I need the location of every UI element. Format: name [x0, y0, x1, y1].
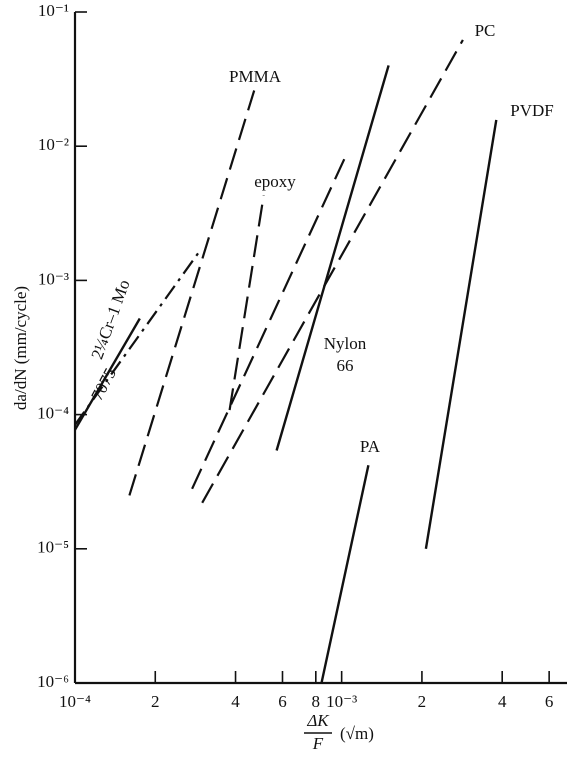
x-label-denominator: F: [312, 734, 324, 753]
series-label: PC: [475, 21, 496, 40]
series-label: epoxy: [254, 172, 296, 191]
series-label: PA: [360, 437, 381, 456]
series-line: [73, 317, 141, 431]
x-label-numerator: ΔK: [306, 711, 330, 730]
series-line: [320, 464, 370, 684]
y-tick-label: 10⁻¹: [38, 1, 69, 20]
x-tick-label: 6: [545, 692, 554, 711]
x-label-unit: (√m): [340, 724, 374, 743]
y-tick-label: 10⁻⁶: [37, 672, 69, 691]
x-tick-label: 2: [151, 692, 160, 711]
series-line: [191, 154, 348, 490]
series-label: PMMA: [229, 67, 282, 86]
series-line: [201, 39, 464, 504]
series-line: [128, 90, 256, 496]
y-axis-label: da/dN (mm/cycle): [11, 286, 30, 410]
series-line: [228, 195, 265, 411]
x-tick-label: 6: [278, 692, 287, 711]
x-tick-label: 4: [498, 692, 507, 711]
series-line: [424, 119, 498, 549]
series-line: [275, 65, 390, 451]
x-tick-label: 10⁻⁴: [59, 692, 91, 711]
y-tick-label: 10⁻³: [38, 269, 69, 288]
y-tick-label: 10⁻⁵: [37, 538, 69, 557]
x-tick-label: 10⁻³: [326, 692, 357, 711]
x-tick-label: 8: [312, 692, 321, 711]
x-tick-label: 4: [231, 692, 240, 711]
series-label: Nylon: [324, 334, 367, 353]
y-tick-label: 10⁻⁴: [37, 404, 69, 423]
series-label: PVDF: [510, 101, 553, 120]
y-tick-label: 10⁻²: [38, 135, 69, 154]
series-label: 66: [337, 356, 354, 375]
series-label: 2¼Cr–1 Mo: [87, 277, 133, 362]
x-tick-label: 2: [418, 692, 427, 711]
